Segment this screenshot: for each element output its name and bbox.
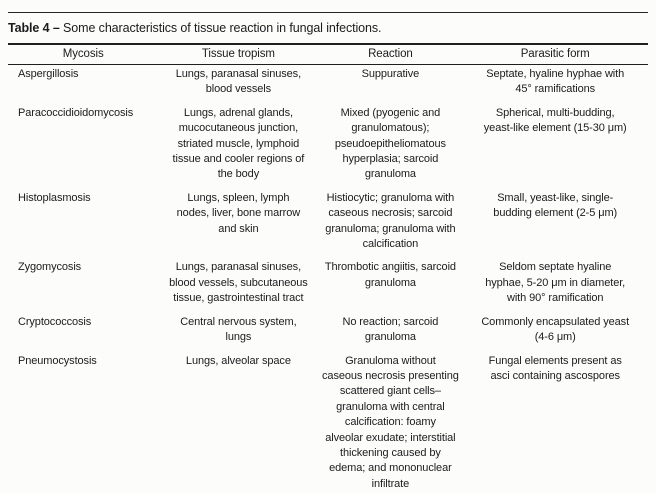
parasitic-form-cell: Septate, hyaline hyphae with 45° ramific… (486, 68, 625, 96)
parasitic-form-cell: Commonly encapsulated yeast (4-6 μm) (481, 315, 630, 344)
reaction-cell: Suppurative (361, 68, 420, 80)
parasitic-form-cell: Fungal elements present as asci containi… (488, 354, 622, 382)
tissue-tropism-cell: Lungs, spleen, lymph nodes, liver, bone … (176, 191, 301, 235)
table-row: Paracoccidioidomycosis Lungs, adrenal gl… (8, 104, 648, 189)
mycosis-cell: Cryptococcosis (18, 315, 92, 328)
top-rule (8, 12, 648, 13)
parasitic-form-cell: Seldom septate hyaline hyphae, 5-20 μm i… (485, 261, 626, 305)
tissue-tropism-cell: Lungs, adrenal glands, mucocutaneous jun… (172, 106, 305, 181)
column-header-tissue-tropism: Tissue tropism (158, 44, 319, 65)
tissue-tropism-cell: Central nervous system, lungs (180, 315, 297, 344)
table-row: Histoplasmosis Lungs, spleen, lymph node… (8, 189, 648, 259)
mycosis-cell: Paracoccidioidomycosis (18, 106, 134, 119)
table-row: Pneumocystosis Lungs, alveolar space Gra… (8, 352, 648, 493)
reaction-cell: Mixed (pyogenic and granulomatous); pseu… (334, 106, 446, 181)
table-caption-label: Table 4 – (8, 21, 60, 35)
table-caption: Table 4 – Some characteristics of tissue… (8, 20, 648, 36)
table-row: Aspergillosis Lungs, paranasal sinuses, … (8, 65, 648, 104)
tissue-tropism-cell: Lungs, alveolar space (185, 354, 291, 367)
tissue-tropism-cell: Lungs, paranasal sinuses, blood vessels,… (169, 261, 308, 305)
header-row: Mycosis Tissue tropism Reaction Parasiti… (8, 44, 648, 65)
tissue-reaction-table: Mycosis Tissue tropism Reaction Parasiti… (8, 43, 648, 493)
column-header-reaction: Reaction (318, 44, 463, 65)
column-header-mycosis: Mycosis (8, 44, 159, 65)
mycosis-cell: Zygomycosis (18, 261, 82, 274)
reaction-cell: No reaction; sarcoid granuloma (342, 315, 439, 344)
table-caption-text: Some characteristics of tissue reaction … (63, 21, 382, 35)
reaction-cell: Thrombotic angiitis, sarcoid granuloma (324, 261, 456, 289)
parasitic-form-cell: Small, yeast-like, single- budding eleme… (493, 191, 618, 220)
mycosis-cell: Histoplasmosis (18, 191, 91, 204)
table-row: Zygomycosis Lungs, paranasal sinuses, bl… (8, 258, 648, 312)
tissue-tropism-cell: Lungs, paranasal sinuses, blood vessels (175, 68, 302, 96)
mycosis-cell: Pneumocystosis (18, 354, 97, 367)
mycosis-cell: Aspergillosis (18, 68, 79, 80)
table-row: Cryptococcosis Central nervous system, l… (8, 313, 648, 352)
column-header-parasitic-form: Parasitic form (462, 44, 648, 65)
parasitic-form-cell: Spherical, multi-budding, yeast-like ele… (483, 106, 627, 135)
reaction-cell: Granuloma without caseous necrosis prese… (322, 354, 459, 490)
reaction-cell: Histiocytic; granuloma with caseous necr… (325, 191, 456, 251)
